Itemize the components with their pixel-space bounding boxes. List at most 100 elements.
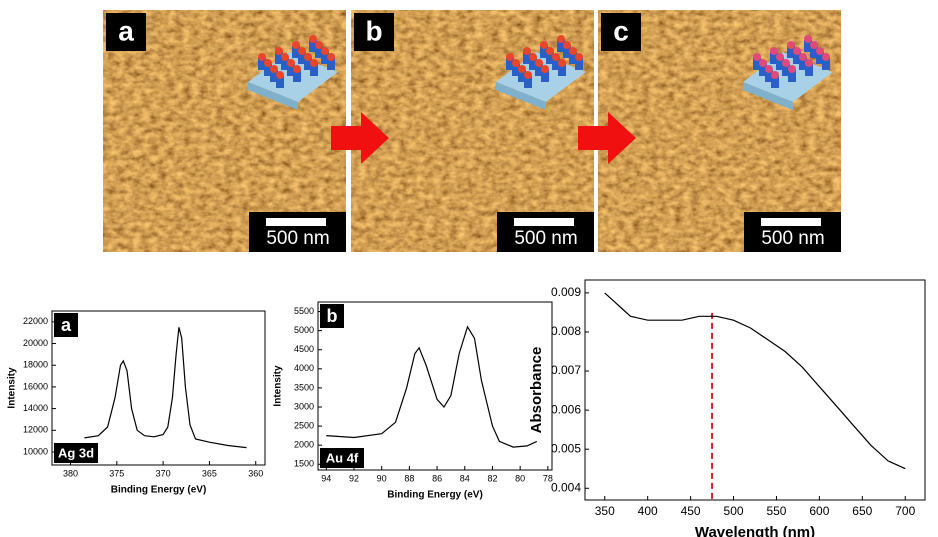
x-tick-label: 350 [595, 504, 615, 518]
x-tick-label: 88 [404, 473, 414, 483]
inset-pillar [765, 70, 773, 82]
inset-particle [276, 71, 284, 79]
panel-label-box [354, 13, 394, 51]
y-tick-label: 5000 [294, 325, 314, 335]
x-tick-label: 380 [63, 468, 78, 478]
scale-bar [514, 218, 574, 226]
y-tick-label: 0.009 [551, 285, 581, 299]
inset-particle [569, 47, 577, 55]
chart: 350 400 450 500 550 600 650 700 0.004 0.005 0.006 0… [528, 279, 926, 537]
x-tick-label: 80 [515, 473, 525, 483]
panel-label: c [613, 15, 629, 46]
inset-substrate-side [743, 82, 793, 110]
x-tick-label: 82 [487, 473, 497, 483]
inset-particle [506, 53, 514, 61]
y-tick-label: 0.005 [551, 441, 581, 455]
inset-pillar [575, 58, 583, 70]
panel-label-box [106, 13, 146, 51]
inset-pillar [293, 70, 301, 82]
inset-pillar [292, 46, 300, 58]
inset-particle [541, 65, 549, 73]
inset-pillar [569, 52, 577, 64]
inset-pillar [270, 70, 278, 82]
annotation: Ag 3d [58, 445, 94, 460]
inset-pillar [540, 46, 548, 58]
inset-pillar [753, 58, 761, 70]
inset-particle [315, 41, 323, 49]
y-axis-label: Intensity [7, 367, 18, 409]
x-tick-label: 78 [543, 473, 553, 483]
inset-pillar [816, 52, 824, 64]
y-tick-label: 12000 [23, 425, 48, 435]
inset-particle [810, 41, 818, 49]
inset-pillar [518, 70, 526, 82]
inset-pillar [523, 52, 531, 64]
arrow [331, 112, 389, 164]
inset-particle [771, 71, 779, 79]
inset-pillar [524, 76, 532, 88]
inset-particle [805, 59, 813, 67]
inset-pillar [804, 40, 812, 52]
inset-particle [321, 47, 329, 55]
inset-particle [759, 59, 767, 67]
inset-pillar [799, 58, 807, 70]
panel-label-box [601, 13, 641, 51]
inset-particle [770, 47, 778, 55]
afm-image: a 500 nm [103, 10, 346, 252]
inset-pillar [315, 46, 323, 58]
inset-pillar [512, 64, 520, 76]
y-tick-label: 20000 [23, 338, 48, 348]
inset-particle [782, 59, 790, 67]
y-tick-label: 4500 [294, 344, 314, 354]
y-tick-label: 0.004 [551, 480, 581, 494]
panel-label: b [327, 306, 338, 326]
inset-particle [575, 53, 583, 61]
inset-pillar [264, 64, 272, 76]
y-tick-label: 22000 [23, 316, 48, 326]
x-tick-label: 84 [460, 473, 470, 483]
inset-pillar [810, 46, 818, 58]
inset-pillar [541, 70, 549, 82]
x-axis-label: Binding Energy (eV) [387, 490, 483, 501]
x-tick-label: 650 [852, 504, 872, 518]
inset-particle [281, 53, 289, 61]
inset-particle [310, 59, 318, 67]
inset-pillar [506, 58, 514, 70]
y-tick-label: 0.008 [551, 324, 581, 338]
inset-particle [804, 35, 812, 43]
inset-pillar [552, 58, 560, 70]
y-tick-label: 18000 [23, 360, 48, 370]
inset-particle [518, 65, 526, 73]
inset-particle [327, 53, 335, 61]
x-tick-label: 370 [156, 468, 171, 478]
annotation: Au 4f [326, 450, 359, 465]
inset-particle [512, 59, 520, 67]
inset-particle [523, 47, 531, 55]
inset-pillar [535, 64, 543, 76]
inset-pillar [782, 64, 790, 76]
inset-particle [765, 65, 773, 73]
inset-substrate-side [496, 82, 546, 110]
data-line [326, 325, 538, 448]
inset-pillar [304, 58, 312, 70]
y-tick-label: 2500 [294, 420, 314, 430]
y-tick-label: 3000 [294, 401, 314, 411]
inset-pillar [788, 70, 796, 82]
afm-image: b 500 nm [351, 10, 594, 252]
y-tick-label: 1500 [294, 459, 314, 469]
plot-frame [584, 279, 926, 501]
inset-particle [776, 53, 784, 61]
panel-label: a [61, 315, 72, 335]
y-tick-label: 10000 [23, 446, 48, 456]
inset-particle [275, 47, 283, 55]
inset-pillar [787, 46, 795, 58]
inset-particle [546, 47, 554, 55]
inset-particle [535, 59, 543, 67]
data-line [604, 292, 906, 470]
y-tick-label: 16000 [23, 381, 48, 391]
inset-particle [558, 59, 566, 67]
x-axis-label: Binding Energy (eV) [111, 485, 207, 496]
scale-bar [761, 218, 821, 226]
inset-pillar [529, 58, 537, 70]
